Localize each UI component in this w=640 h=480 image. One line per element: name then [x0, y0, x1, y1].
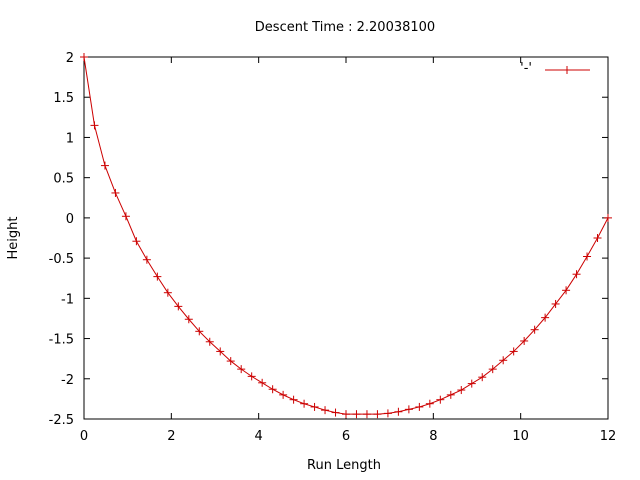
data-point	[604, 213, 612, 222]
chart-title: Descent Time : 2.20038100	[255, 20, 435, 35]
data-point	[478, 373, 487, 382]
data-point	[593, 234, 602, 242]
data-point	[247, 372, 256, 381]
data-point	[520, 336, 529, 345]
data-point	[342, 410, 350, 419]
data-point	[174, 302, 183, 311]
x-tick-label: 2	[167, 429, 175, 444]
data-point	[142, 255, 151, 264]
data-point	[216, 347, 225, 356]
data-point	[436, 395, 445, 404]
series-layer	[80, 53, 612, 419]
legend: '-'	[520, 61, 590, 76]
data-point	[153, 272, 162, 281]
data-point	[258, 378, 267, 387]
x-tick-label: 10	[512, 429, 529, 444]
data-point	[425, 399, 434, 408]
data-point	[80, 53, 88, 61]
data-point	[362, 410, 371, 419]
data-point	[205, 337, 214, 346]
data-point	[121, 212, 130, 221]
data-point	[373, 410, 382, 419]
x-axis-label: Run Length	[307, 458, 381, 473]
data-point	[111, 188, 120, 197]
x-tick-label: 8	[429, 429, 437, 444]
data-point	[90, 121, 99, 130]
y-tick-label: 0.5	[53, 172, 74, 187]
x-tick-label: 4	[255, 429, 263, 444]
y-tick-label: 1.5	[53, 91, 74, 106]
data-point	[352, 410, 361, 419]
data-point	[541, 313, 550, 322]
data-point	[394, 407, 403, 416]
axis-ticks: 0 2 4 6 8 10 12 -2.5 -2 -1.5 -1 -0.5 0 0.5 1 1.5 2	[49, 51, 617, 444]
data-point	[331, 408, 340, 417]
y-tick-label: -2	[61, 373, 74, 388]
data-point	[321, 406, 330, 415]
data-point	[562, 286, 571, 295]
data-point	[488, 365, 497, 374]
y-tick-label: -2.5	[49, 413, 74, 428]
data-point	[467, 379, 476, 388]
data-point	[184, 315, 193, 324]
data-point	[457, 386, 466, 395]
legend-marker-sample	[563, 66, 571, 74]
data-point	[289, 395, 298, 404]
y-tick-label: -1.5	[49, 333, 74, 348]
data-point	[226, 357, 235, 366]
data-point	[310, 402, 319, 411]
plot-border	[83, 56, 609, 420]
y-tick-label: -1	[61, 292, 74, 307]
data-point	[268, 385, 277, 394]
data-point	[100, 161, 109, 170]
data-point	[551, 299, 560, 308]
x-tick-label: 6	[342, 429, 350, 444]
data-point	[583, 252, 592, 261]
y-axis-label: Height	[6, 217, 21, 260]
data-point	[446, 390, 455, 399]
data-point	[132, 237, 141, 246]
x-tick-label: 0	[80, 429, 88, 444]
data-point	[279, 390, 288, 399]
data-point	[237, 365, 246, 374]
y-tick-label: 1	[66, 131, 74, 146]
data-point	[404, 405, 413, 414]
data-point	[383, 409, 392, 418]
data-point	[499, 356, 508, 365]
data-point	[509, 347, 518, 356]
data-point	[195, 327, 204, 336]
y-tick-label: 2	[66, 51, 74, 66]
data-point	[415, 402, 424, 411]
data-point	[300, 399, 309, 408]
y-tick-label: -0.5	[49, 252, 74, 267]
data-point	[572, 270, 581, 279]
series-line	[83, 56, 609, 415]
x-tick-label: 12	[600, 429, 617, 444]
y-tick-label: 0	[66, 212, 74, 227]
data-point	[530, 325, 539, 334]
legend-label: '-'	[520, 61, 532, 76]
data-point	[163, 288, 172, 297]
